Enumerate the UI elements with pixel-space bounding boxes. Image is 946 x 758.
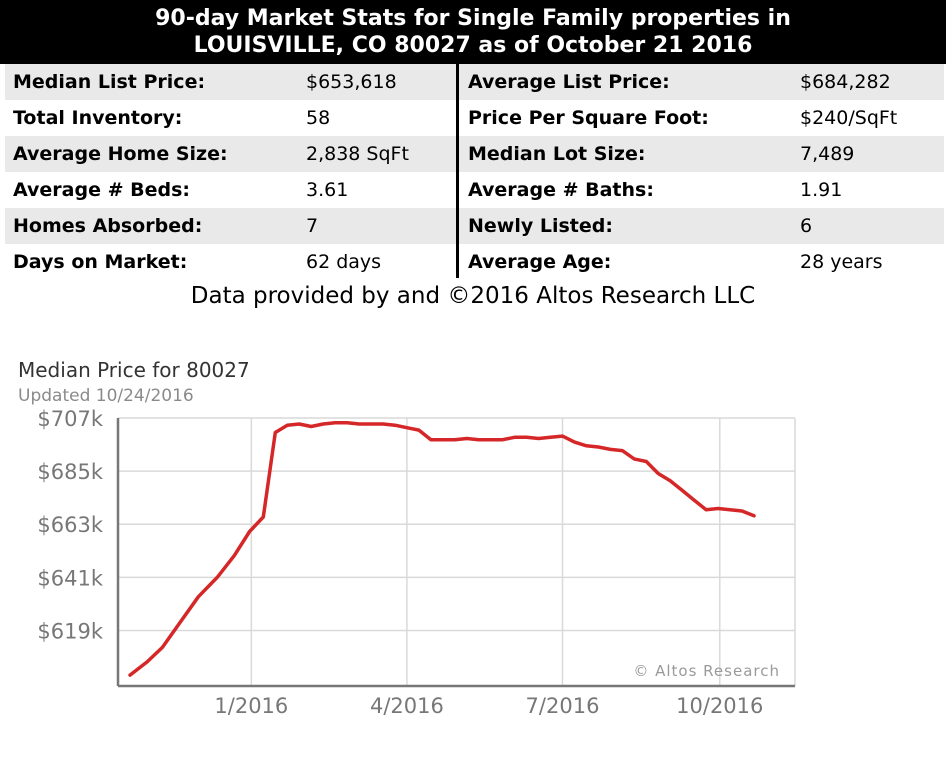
stat-label: Average Home Size: <box>13 143 228 165</box>
chart-watermark: © Altos Research <box>633 662 780 680</box>
stat-value: 28 years <box>800 251 883 273</box>
stats-row: Median List Price: $653,618 Average List P… <box>5 64 944 100</box>
median-price-line <box>128 421 756 677</box>
stats-header-line1: 90-day Market Stats for Single Family pr… <box>155 6 791 31</box>
y-tick-label: $619k <box>37 619 103 643</box>
stat-value: 7 <box>306 215 319 237</box>
median-price-chart: Median Price for 80027 Updated 10/24/201… <box>0 340 946 740</box>
stat-value: 58 <box>306 107 331 129</box>
stat-label: Total Inventory: <box>13 107 183 129</box>
x-tick-label: 7/2016 <box>526 694 600 718</box>
market-stats-table: 90-day Market Stats for Single Family pr… <box>0 0 946 278</box>
stats-row: Average Home Size: 2,838 SqFt Median Lot S… <box>5 136 944 172</box>
chart-axes: 1/2016 4/2016 7/2016 10/2016 $619k $641k $663k… <box>37 407 795 718</box>
stat-value: 7,489 <box>800 143 855 165</box>
x-tick-label: 1/2016 <box>214 694 288 718</box>
stat-label: Newly Listed: <box>468 215 613 237</box>
stat-value: 2,838 SqFt <box>306 143 409 165</box>
data-credit: Data provided by and ©2016 Altos Researc… <box>190 283 756 309</box>
stat-label: Price Per Square Foot: <box>468 107 709 129</box>
y-tick-label: $685k <box>37 460 103 484</box>
stat-label: Average # Baths: <box>468 179 654 201</box>
stats-header-line2: LOUISVILLE, CO 80027 as of October 21 20… <box>193 33 753 58</box>
stat-label: Average # Beds: <box>13 179 191 201</box>
stat-value: $684,282 <box>800 71 891 93</box>
stat-label: Average List Price: <box>468 71 670 93</box>
stat-value: 6 <box>800 215 813 237</box>
y-tick-label: $641k <box>37 566 103 590</box>
chart-series <box>128 421 756 677</box>
stat-label: Average Age: <box>468 251 612 273</box>
x-tick-label: 4/2016 <box>370 694 444 718</box>
stats-row: Average # Beds: 3.61 Average # Baths: 1.91 <box>5 172 944 208</box>
stat-value: $240/SqFt <box>800 107 898 129</box>
chart-svg: Median Price for 80027 Updated 10/24/201… <box>18 358 796 718</box>
stat-value: 1.91 <box>800 179 843 201</box>
stats-row: Days on Market: 62 days Average Age: 28 yea… <box>5 244 944 280</box>
stat-label: Homes Absorbed: <box>13 215 203 237</box>
stat-label: Days on Market: <box>13 251 188 273</box>
chart-title: Median Price for 80027 <box>18 358 250 382</box>
stats-header: 90-day Market Stats for Single Family pr… <box>0 0 946 64</box>
stat-label: Median Lot Size: <box>468 143 646 165</box>
stat-value: 62 days <box>306 251 382 273</box>
chart-subtitle: Updated 10/24/2016 <box>18 386 194 406</box>
stats-row: Total Inventory: 58 Price Per Square Foot:… <box>5 100 944 136</box>
x-tick-label: 10/2016 <box>676 694 763 718</box>
y-tick-label: $707k <box>37 407 103 431</box>
stat-value: 3.61 <box>306 179 349 201</box>
chart-grid <box>118 417 796 686</box>
stat-value: $653,618 <box>306 71 397 93</box>
stats-row: Homes Absorbed: 7 Newly Listed: 6 <box>5 208 944 244</box>
column-divider <box>456 64 459 278</box>
y-tick-label: $663k <box>37 513 103 537</box>
stat-label: Median List Price: <box>13 71 206 93</box>
